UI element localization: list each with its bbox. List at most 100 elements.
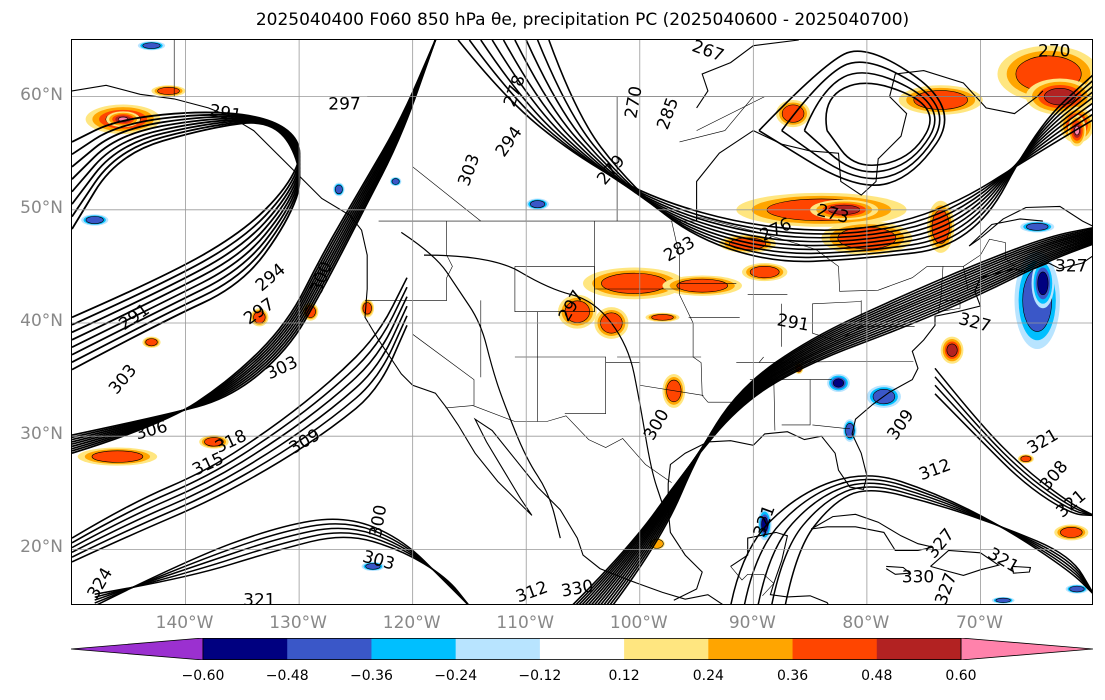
theta-e-contour [784,490,1092,604]
colorbar-extend-max [960,638,1093,660]
contour-label: 321 [243,590,275,605]
theta-e-contour [591,236,1092,604]
map-title: 2025040400 F060 850 hPa θe, precipitatio… [255,10,910,30]
colorbar-segment [876,638,962,660]
theta-e-contour [491,40,1092,243]
theta-e-contour [603,230,1092,604]
precip-patch [145,338,158,347]
lon-tick-label: 80°W [842,613,890,633]
theta-e-contour [825,82,931,167]
precip-patch [1037,271,1049,296]
precip-patch [157,87,180,95]
theta-e-contour [771,486,1092,604]
precip-patch [676,278,728,293]
precip-patch [1060,527,1083,538]
contour-label: 267 [689,40,726,66]
precip-patch [1026,222,1049,231]
contour-label: 291 [775,310,810,335]
precip-patch [749,265,780,279]
lon-tick-label: 110°W [496,613,555,633]
precip-patch [391,178,400,185]
lat-tick-label: 50°N [20,197,63,218]
theta-e-contour [72,296,408,549]
theta-e-contour [597,233,1092,604]
lat-tick-label: 20°N [20,537,63,558]
theta-e-contour [400,231,561,539]
contour-label: 327 [931,570,961,605]
precip-patch [362,302,372,315]
theta-e-contour [502,40,1092,247]
colorbar-tick-label: −0.36 [349,668,393,684]
lat-tick-label: 30°N [20,424,63,445]
political-border [812,301,862,305]
colorbar-tick-label: −0.24 [434,668,478,684]
colorbar-tick-label: 0.48 [861,668,893,684]
contour-label: 278 [500,72,530,109]
theta-e-contour [72,40,437,436]
political-border [671,221,709,403]
coastline [696,40,799,109]
theta-e-contour [578,241,1092,604]
theta-e-contour [600,232,1092,604]
theta-e-contour [575,242,1092,604]
lat-tick-label: 60°N [20,84,63,105]
contour-label: 309 [883,406,918,444]
precip-patch [85,216,104,224]
precip-patch [651,314,674,321]
theta-e-contour [781,61,941,180]
precip-patch [995,597,1011,603]
colorbar-segment [455,638,541,660]
contour-label: 327 [923,525,959,563]
theta-e-contour [612,227,1092,604]
political-border [736,361,914,363]
contour-label: 321 [1024,425,1062,459]
lon-tick-label: 70°W [955,613,1003,633]
contour-label: 321 [750,502,780,539]
theta-e-contour [609,228,1092,604]
contour-label: 270 [621,85,646,120]
coastline [810,513,933,552]
theta-e-contour [94,527,469,604]
colorbar-segment [371,638,457,660]
theta-e-contour [72,315,408,558]
contour-label: 308 [1036,457,1072,495]
contour-label: 294 [252,260,290,296]
theta-e-contour [594,234,1092,604]
theta-e-contour [934,376,1092,516]
colorbar-segment [203,638,288,660]
contour-label: 321 [1052,486,1090,522]
theta-e-contour [934,393,1092,517]
lon-tick-label: 120°W [382,613,441,633]
contour-label: 312 [513,577,550,605]
coastline [968,205,1092,247]
colorbar-tick-label: −0.48 [265,668,309,684]
precip-patch [142,42,161,49]
coastline [696,70,1044,222]
theta-e-contour [536,40,1092,259]
precip-patch [91,450,144,463]
contour-label: 330 [902,568,934,588]
coastline [885,565,912,575]
theta-e-contour [480,40,1092,239]
coastline [930,549,1000,576]
colorbar-tick-label: 0.24 [692,668,724,684]
lon-tick-label: 140°W [155,613,214,633]
colorbar-segment [287,638,372,660]
theta-e-contour [468,40,1092,235]
contour-label: 294 [492,123,527,161]
map-plot-area: 291 297 291 294 297 300 303 303 306 315 318 309 300 3… [71,39,1093,605]
theta-e-contour [581,239,1092,604]
theta-e-contour [572,243,1092,604]
contour-label: 303 [360,547,397,575]
colorbar-outline [202,638,962,660]
lon-tick-label: 90°W [728,613,776,633]
precip-patch [1020,455,1032,463]
political-border [758,356,764,363]
colorbar-tick-label: 0.60 [945,668,977,684]
theta-e-contour [94,532,469,604]
colorbar [71,638,1093,660]
precip-patch [204,437,224,447]
colorbar-segment [708,638,794,660]
colorbar-tick-label: 0.36 [776,668,809,684]
political-border [812,424,850,429]
